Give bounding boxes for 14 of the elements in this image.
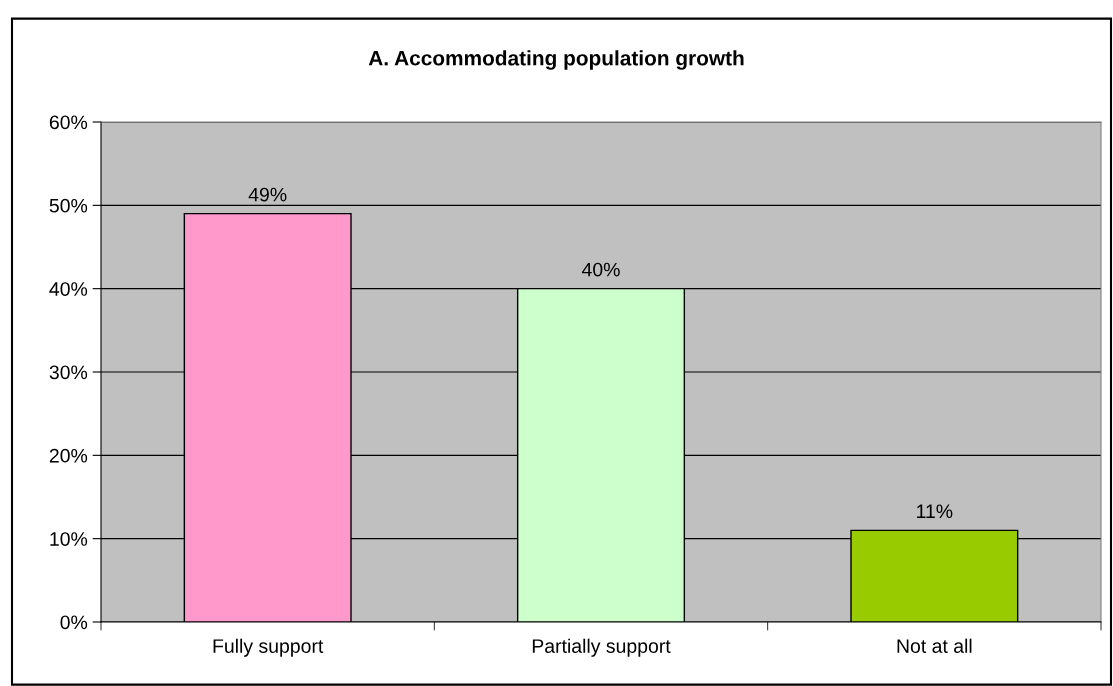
x-tick-label: Fully support <box>213 638 324 657</box>
x-tick-label: Partially support <box>532 638 671 657</box>
y-tick-label: 50% <box>49 198 88 213</box>
y-tick-label: 10% <box>50 532 88 546</box>
y-tick-label: 60% <box>49 115 88 130</box>
data-label: 49% <box>248 187 287 202</box>
y-tick-label: 20% <box>49 448 88 463</box>
data-label: 40% <box>581 262 620 277</box>
y-tick-label: 40% <box>49 282 88 296</box>
x-tick-label: Not at all <box>897 638 972 653</box>
y-tick-label: 30% <box>49 365 88 380</box>
data-label: 11% <box>917 504 953 519</box>
y-tick-label: 0% <box>60 615 88 630</box>
chart-title: A. Accommodating population growth <box>368 50 744 70</box>
